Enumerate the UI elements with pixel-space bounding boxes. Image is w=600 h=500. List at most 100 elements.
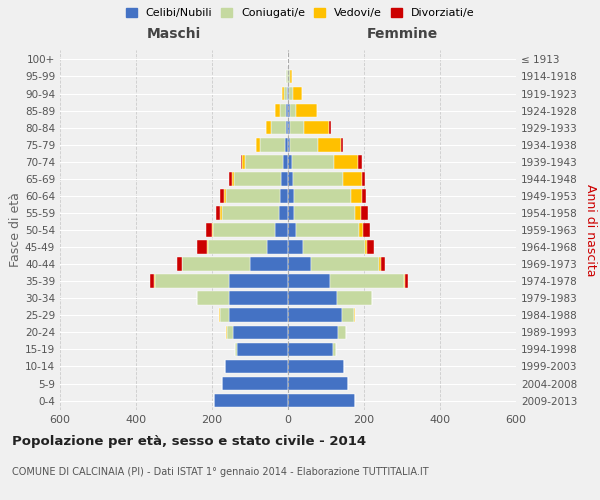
Bar — [267, 240, 288, 254]
Bar — [289, 70, 290, 84]
Bar — [341, 138, 343, 151]
Bar — [242, 155, 245, 168]
Bar — [182, 258, 250, 271]
Bar — [288, 240, 303, 254]
Bar — [333, 342, 336, 356]
Bar — [212, 223, 213, 237]
Y-axis label: Anni di nascita: Anni di nascita — [584, 184, 597, 276]
Bar — [293, 172, 343, 186]
Bar — [275, 104, 280, 118]
Bar — [221, 206, 278, 220]
Bar — [208, 240, 267, 254]
Bar — [155, 274, 229, 288]
Bar — [286, 121, 288, 134]
Bar — [229, 274, 288, 288]
Bar — [220, 206, 221, 220]
Bar — [350, 189, 362, 202]
Bar — [280, 104, 286, 118]
Bar — [214, 394, 288, 407]
Bar — [288, 104, 290, 118]
Bar — [329, 121, 331, 134]
Bar — [245, 155, 283, 168]
Bar — [288, 326, 338, 339]
Bar — [260, 138, 285, 151]
Text: Femmine: Femmine — [367, 28, 437, 42]
Bar — [232, 172, 233, 186]
Bar — [288, 342, 333, 356]
Bar — [359, 223, 363, 237]
Bar — [287, 86, 288, 101]
Bar — [288, 394, 355, 407]
Y-axis label: Fasce di età: Fasce di età — [9, 192, 22, 268]
Bar — [361, 206, 368, 220]
Bar — [363, 223, 370, 237]
Bar — [241, 155, 242, 168]
Bar — [266, 121, 271, 134]
Bar — [358, 155, 362, 168]
Bar — [151, 274, 154, 288]
Bar — [288, 189, 294, 202]
Bar — [216, 206, 220, 220]
Bar — [334, 155, 358, 168]
Bar — [290, 138, 317, 151]
Bar — [288, 121, 290, 134]
Bar — [289, 86, 293, 101]
Bar — [271, 121, 286, 134]
Bar — [290, 104, 296, 118]
Bar — [213, 223, 275, 237]
Bar — [281, 86, 284, 101]
Bar — [235, 342, 236, 356]
Bar — [278, 206, 288, 220]
Bar — [221, 376, 288, 390]
Bar — [226, 326, 227, 339]
Bar — [288, 223, 296, 237]
Bar — [365, 240, 367, 254]
Bar — [294, 189, 350, 202]
Bar — [220, 189, 224, 202]
Text: Maschi: Maschi — [147, 28, 201, 42]
Bar — [286, 70, 287, 84]
Bar — [220, 308, 229, 322]
Bar — [280, 189, 288, 202]
Bar — [288, 376, 348, 390]
Bar — [379, 258, 381, 271]
Bar — [367, 240, 374, 254]
Bar — [224, 189, 226, 202]
Bar — [288, 206, 294, 220]
Bar — [236, 342, 288, 356]
Bar — [342, 308, 354, 322]
Bar — [290, 121, 304, 134]
Bar — [226, 189, 280, 202]
Bar — [290, 70, 292, 84]
Bar — [229, 308, 288, 322]
Bar — [283, 155, 288, 168]
Bar — [206, 223, 212, 237]
Bar — [288, 274, 330, 288]
Bar — [288, 292, 337, 305]
Bar — [288, 258, 311, 271]
Bar — [294, 206, 355, 220]
Bar — [304, 121, 329, 134]
Bar — [330, 274, 404, 288]
Bar — [288, 308, 342, 322]
Bar — [229, 292, 288, 305]
Bar — [286, 104, 288, 118]
Bar — [354, 308, 355, 322]
Bar — [337, 292, 371, 305]
Bar — [317, 138, 341, 151]
Bar — [288, 86, 289, 101]
Bar — [288, 138, 290, 151]
Bar — [288, 360, 344, 374]
Bar — [154, 274, 155, 288]
Bar — [404, 274, 409, 288]
Bar — [355, 206, 361, 220]
Bar — [229, 172, 232, 186]
Bar — [362, 172, 365, 186]
Bar — [177, 258, 182, 271]
Bar — [233, 326, 288, 339]
Bar — [281, 172, 288, 186]
Bar — [226, 360, 288, 374]
Bar — [362, 189, 366, 202]
Bar — [288, 155, 292, 168]
Bar — [338, 326, 346, 339]
